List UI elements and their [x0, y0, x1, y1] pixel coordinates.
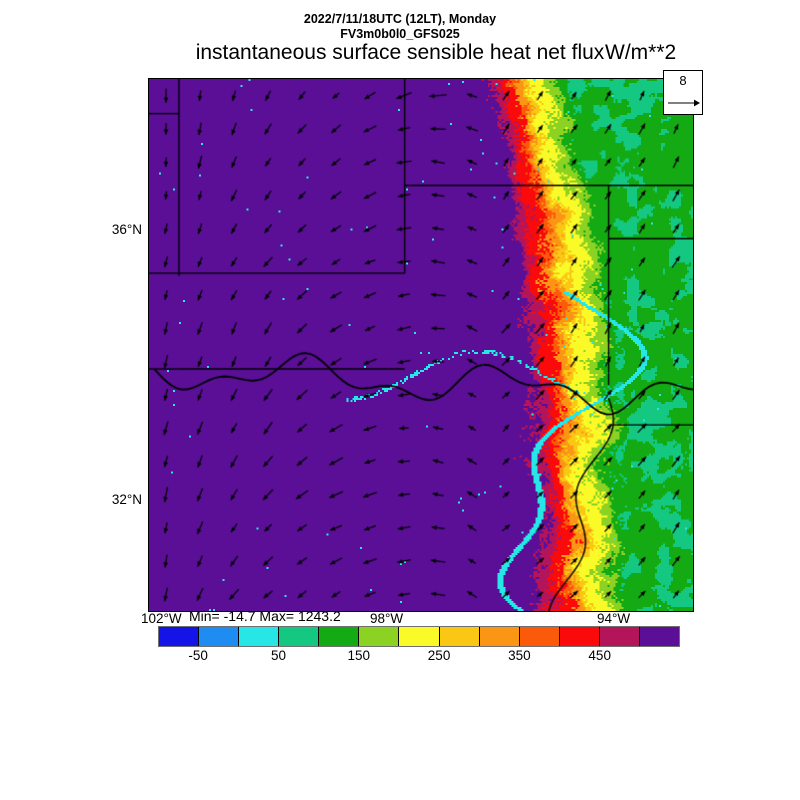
colorbar-swatch [319, 627, 360, 646]
lon-tick-label: 94°W [597, 611, 631, 626]
minmax-annotation: Min= -14.7 Max= 1243.2 [189, 608, 341, 624]
lat-tick-label: 36°N [111, 222, 142, 237]
colorbar-swatch [279, 627, 320, 646]
colorbar-swatches [158, 626, 680, 647]
colorbar-swatch [599, 627, 640, 646]
lat-tick-label: 32°N [111, 492, 142, 507]
colorbar-tick-label: -50 [188, 648, 208, 663]
colorbar [158, 626, 680, 647]
colorbar-tick-label: 50 [270, 648, 286, 663]
reference-vector-value: 8 [679, 73, 687, 88]
colorbar-tick-label: 250 [427, 648, 451, 663]
colorbar-swatch [479, 627, 520, 646]
colorbar-swatch [519, 627, 560, 646]
lon-tick-label: 98°W [370, 611, 404, 626]
colorbar-swatch [439, 627, 480, 646]
colorbar-swatch [359, 627, 400, 646]
reference-vector-key: 8 [663, 70, 703, 115]
wind-vector-overlay [149, 79, 693, 611]
colorbar-tick-label: 150 [347, 648, 371, 663]
colorbar-tick-label: 350 [508, 648, 531, 663]
colorbar-swatch [239, 627, 280, 646]
colorbar-swatch [559, 627, 600, 646]
page-title: instantaneous surface sensible heat net … [195, 41, 605, 64]
colorbar-tick-labels: -50 50 150 250 350 450 [158, 648, 680, 666]
lon-tick-label: 102°W [141, 611, 182, 626]
map-plot-area [148, 78, 694, 612]
colorbar-tick-label: 450 [588, 648, 611, 663]
header-datetime: 2022/7/11/18UTC (12LT), Monday [303, 12, 497, 26]
colorbar-swatch [399, 627, 440, 646]
header-model-id: FV3m0b0l0_GFS025 [340, 27, 460, 41]
colorbar-swatch [199, 627, 240, 646]
arrow-right-icon [668, 99, 700, 107]
units-label: W/m**2 [605, 41, 677, 64]
colorbar-swatch [159, 627, 200, 646]
colorbar-swatch [639, 627, 680, 646]
